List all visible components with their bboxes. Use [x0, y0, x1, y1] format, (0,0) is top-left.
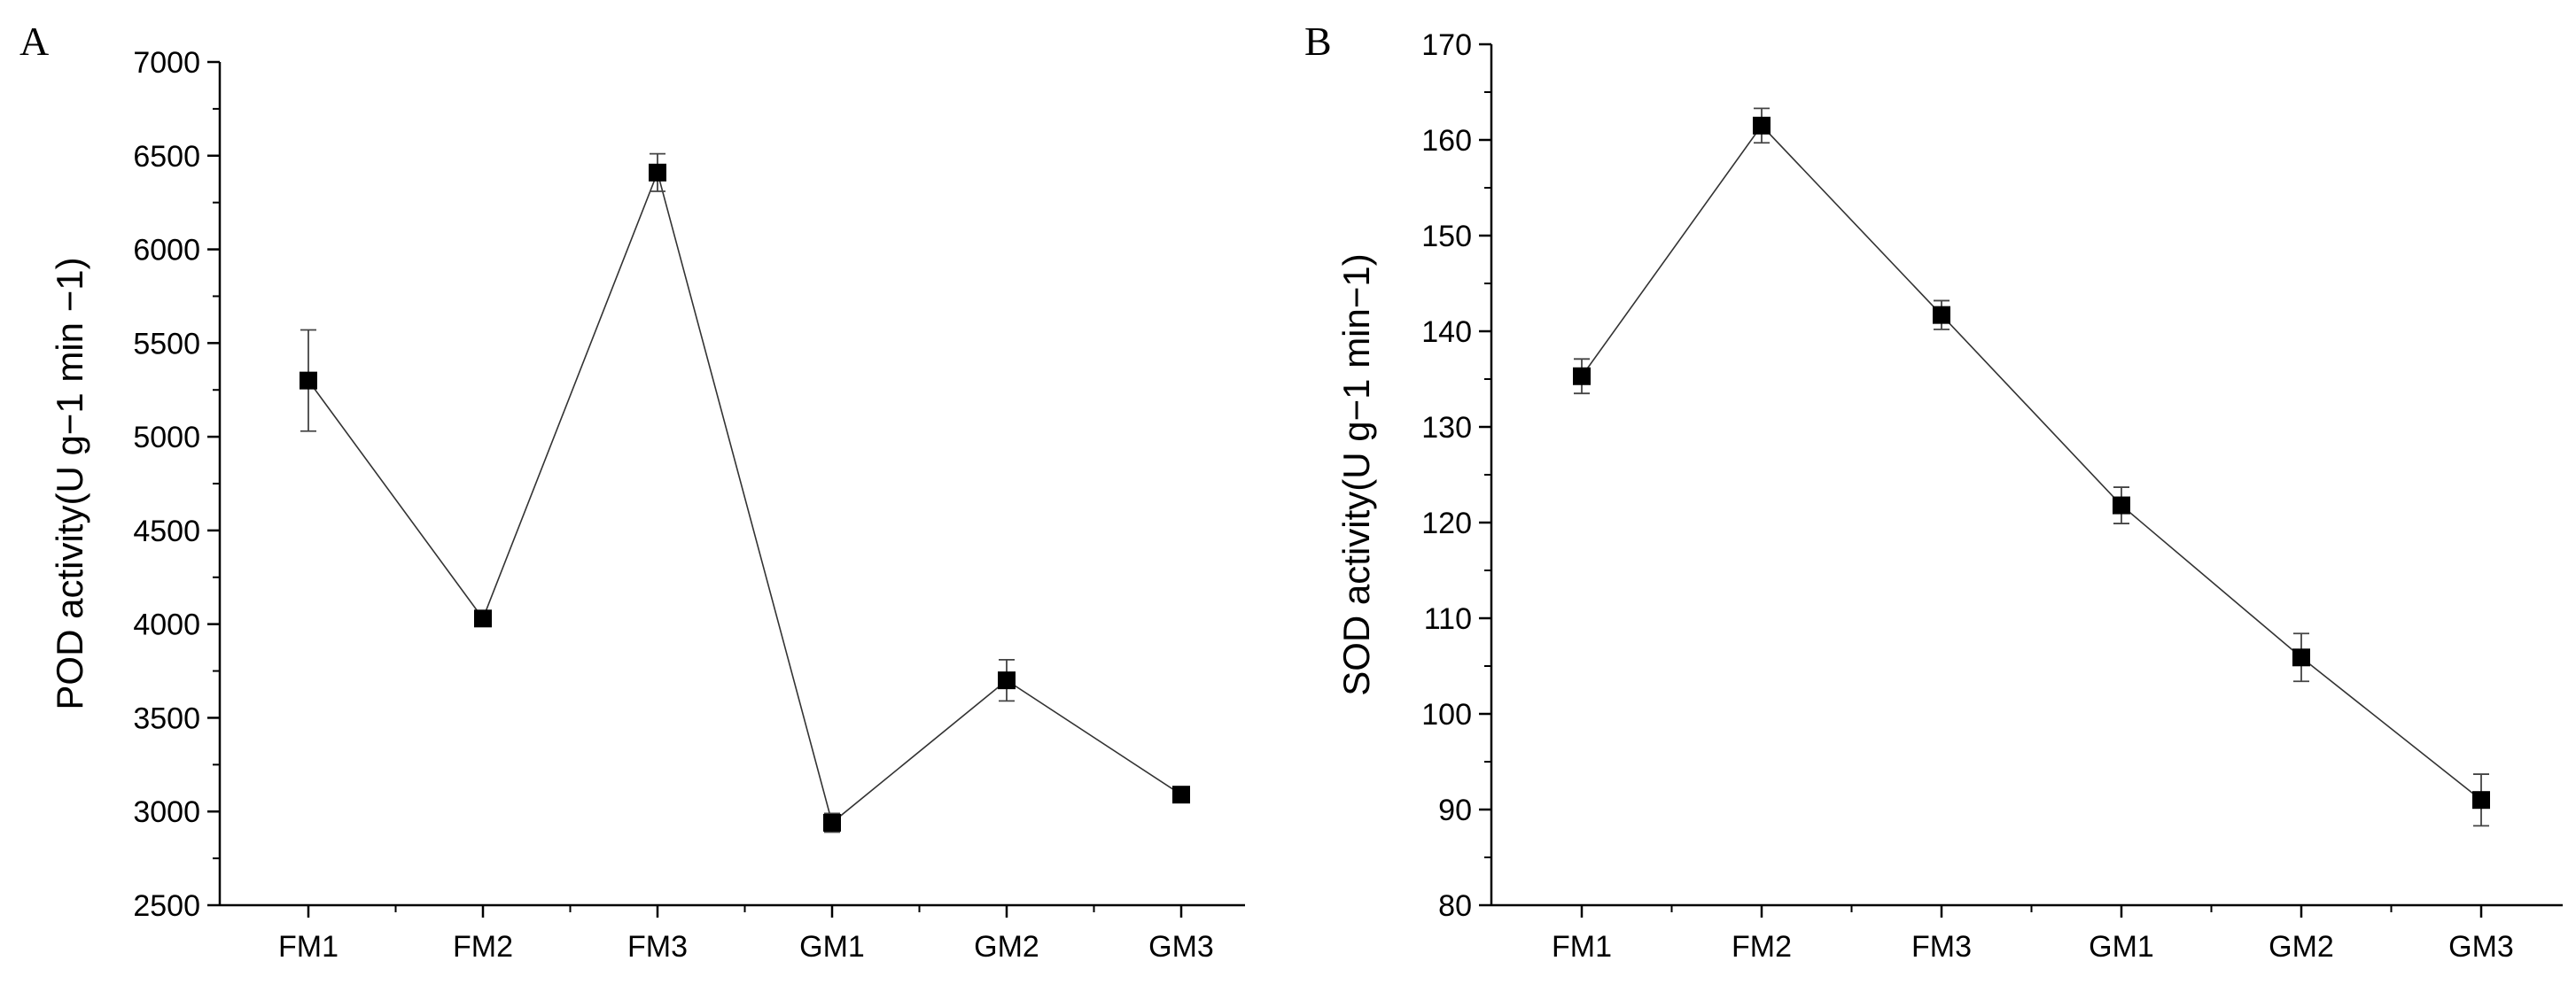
y-tick-label: 80 [1438, 889, 1472, 923]
y-tick-label: 150 [1421, 220, 1472, 253]
x-tick-label: GM1 [799, 930, 865, 964]
y-tick-label: 130 [1421, 411, 1472, 445]
series-line [307, 170, 1182, 825]
data-point [1753, 116, 1771, 135]
x-tick-label: FM3 [1911, 930, 1972, 964]
x-tick-label: FM3 [627, 930, 688, 964]
x-tick-label: GM1 [2089, 930, 2154, 964]
y-tick-label: 140 [1421, 315, 1472, 349]
y-tick-label: 7000 [133, 46, 200, 80]
data-point [1573, 367, 1591, 385]
x-tick-label: GM3 [1148, 930, 1214, 964]
y-tick-label: 5500 [133, 327, 200, 360]
data-point [2113, 496, 2130, 515]
panel-a: A 2500 3000 3500 4000 4500 5000 5500 6000 6500 700… [19, 19, 1245, 964]
y-axis-title: POD activity(U g−1 min −1) [49, 257, 90, 709]
data-point [1933, 306, 1950, 324]
data-point [474, 609, 492, 628]
y-tick-label: 2500 [133, 889, 200, 923]
y-tick-label: 3000 [133, 795, 200, 829]
panel-b: B 80 90 100 110 120 130 140 150 160 170 FM1 FM2 FM3 GM… [1304, 19, 2563, 964]
panel-label: B [1304, 19, 1332, 64]
data-point [823, 813, 841, 832]
x-tick-label: FM1 [278, 930, 339, 964]
y-tick-label: 120 [1421, 507, 1472, 540]
series-line [1581, 124, 2482, 801]
y-tick-label: 5000 [133, 421, 200, 454]
data-point [1172, 786, 1190, 804]
y-tick-label: 110 [1424, 602, 1472, 636]
y-axis-title: SOD activity(U g−1 min−1) [1335, 253, 1377, 696]
y-tick-label: 100 [1421, 698, 1472, 732]
data-point [649, 163, 666, 182]
data-point [998, 671, 1016, 690]
x-tick-label: FM2 [453, 930, 513, 964]
x-tick-label: FM2 [1732, 930, 1792, 964]
x-tick-label: GM2 [974, 930, 1039, 964]
data-point [2472, 791, 2490, 810]
y-tick-label: 3500 [133, 701, 200, 735]
y-tick-label: 6000 [133, 234, 200, 267]
panel-label: A [19, 19, 49, 64]
x-tick-label: GM3 [2448, 930, 2514, 964]
y-tick-label: 90 [1438, 794, 1472, 827]
y-tick-label: 4000 [133, 608, 200, 642]
data-point [300, 371, 317, 390]
y-tick-label: 170 [1421, 28, 1472, 62]
x-tick-label: FM1 [1552, 930, 1612, 964]
y-tick-label: 160 [1421, 124, 1472, 158]
x-tick-label: GM2 [2269, 930, 2334, 964]
y-tick-label: 4500 [133, 515, 200, 548]
y-tick-label: 6500 [133, 140, 200, 174]
data-point [2292, 648, 2310, 667]
